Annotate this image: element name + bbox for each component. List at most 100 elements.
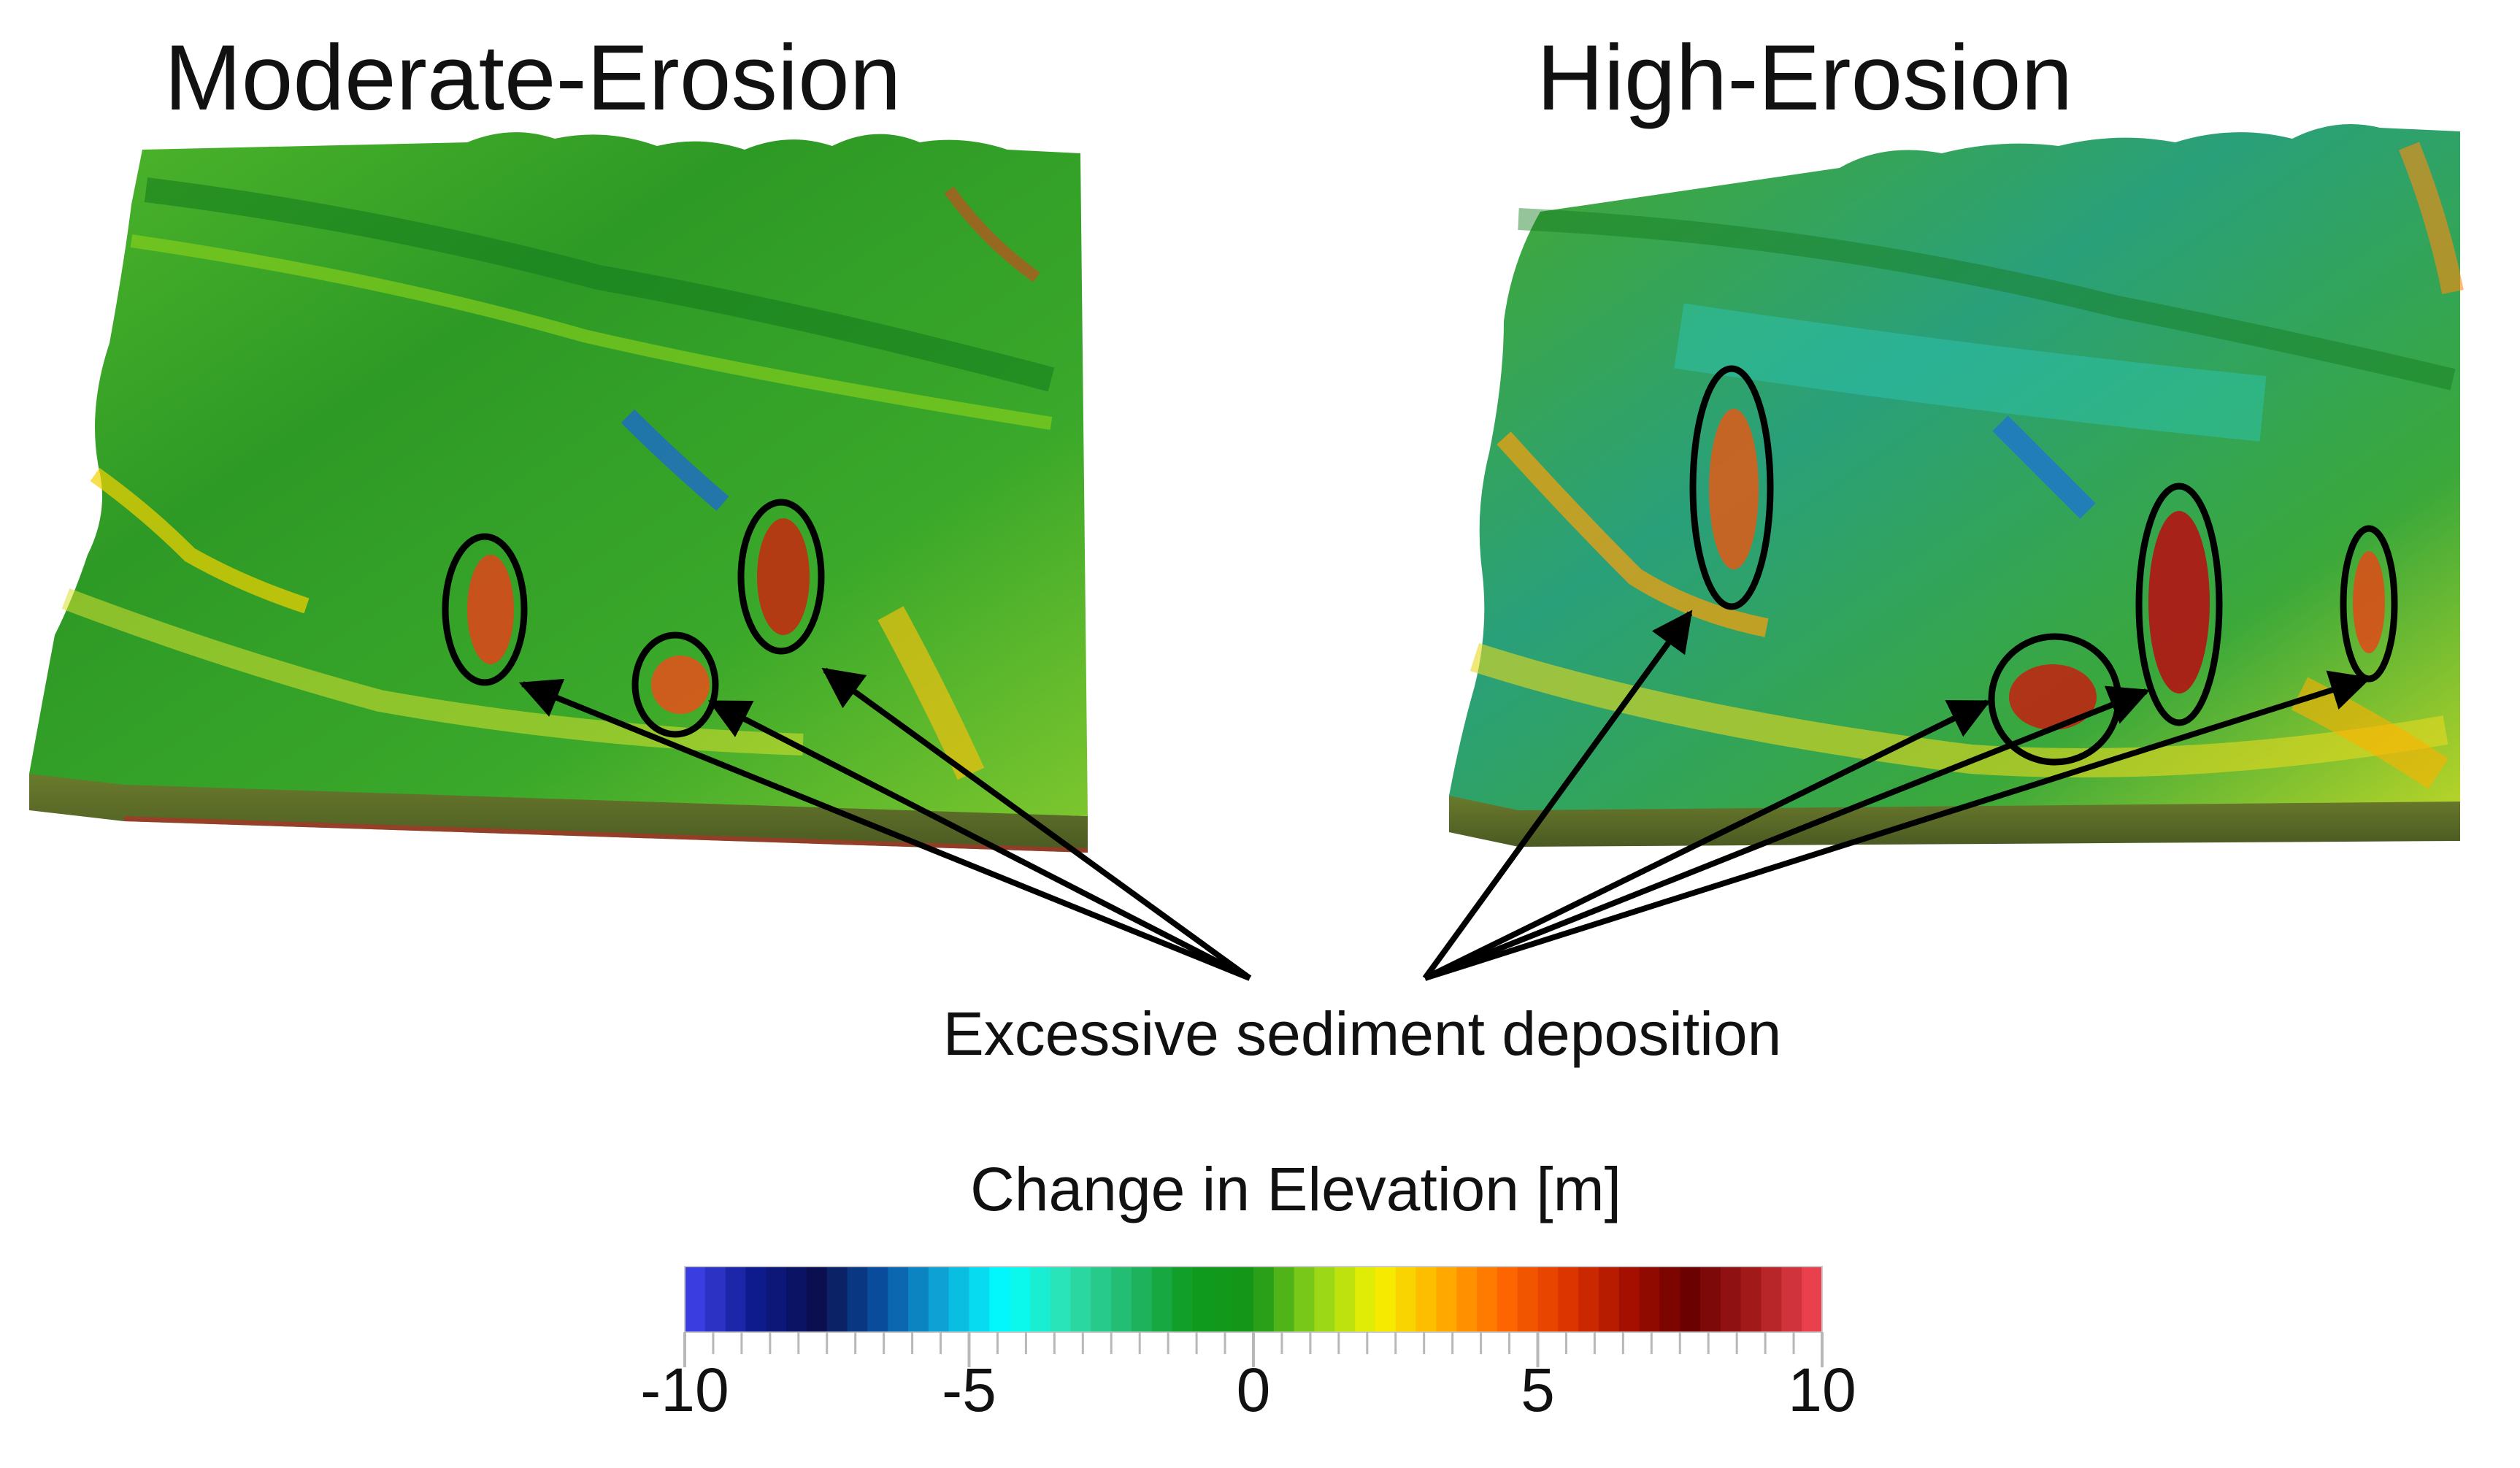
colorbar-swatch	[1497, 1267, 1518, 1332]
colorbar-swatch	[1314, 1267, 1336, 1332]
arrow-to-right-3	[1424, 685, 2151, 981]
terrain-block-bottom-edge-left	[124, 816, 1088, 853]
colorbar-tick-label: -10	[640, 1356, 729, 1424]
deposit-core-right-4	[2353, 551, 2385, 653]
terrain-surface-right	[1449, 124, 2460, 810]
colorbar-swatch	[989, 1267, 1010, 1332]
colorbar-swatch	[1213, 1267, 1234, 1332]
colorbar-title: Change in Elevation [m]	[970, 1155, 1621, 1223]
colorbar-swatch	[948, 1267, 970, 1332]
colorbar-swatch	[1639, 1267, 1661, 1332]
colorbar-swatch	[1233, 1267, 1254, 1332]
deposit-core-right-2	[2009, 664, 2097, 730]
ridge-band-right	[1518, 208, 2456, 391]
colorbar-tick-label: 5	[1521, 1356, 1555, 1424]
deposition-circle-right-1	[1689, 365, 1774, 610]
colorbar-swatch	[786, 1267, 807, 1332]
colorbar-swatch	[1192, 1267, 1214, 1332]
eroded-channel-right	[1992, 415, 2096, 519]
colorbar-swatch	[1578, 1267, 1599, 1332]
colorbar-swatch	[1172, 1267, 1194, 1332]
colorbar-swatch	[1436, 1267, 1458, 1332]
fan-deposit-left	[877, 606, 985, 780]
ridge-highlight-left	[130, 234, 1053, 430]
colorbar-swatch	[1029, 1267, 1051, 1332]
arrow-to-left-1	[518, 678, 1251, 981]
arrow-to-right-1	[1422, 610, 1693, 980]
deposit-core-left-1	[467, 555, 514, 664]
edge-deposit-right	[2399, 142, 2464, 294]
colorbar-swatch	[1802, 1267, 1823, 1332]
deposit-core-right-1	[1709, 409, 1759, 569]
eroded-slope-right	[1674, 303, 2267, 442]
colorbar-swatch	[826, 1267, 848, 1332]
colorbar-swatch	[1680, 1267, 1701, 1332]
colorbar-swatch	[1659, 1267, 1681, 1332]
colorbar-swatch	[1151, 1267, 1173, 1332]
colorbar-swatch	[1355, 1267, 1376, 1332]
arrow-to-right-2	[1424, 699, 1991, 981]
deposition-circle-right-3	[2135, 483, 2223, 726]
colorbar-tick-labels: -10 -5 0 5 10	[640, 1356, 1856, 1424]
colorbar: Change in Elevation [m] -10 -5 0 5 10	[640, 1155, 1856, 1424]
panel-moderate-erosion: Moderate-Erosion	[29, 26, 1088, 853]
colorbar-swatch	[1253, 1267, 1275, 1332]
colorbar-swatch	[1294, 1267, 1315, 1332]
colorbar-swatch	[1375, 1267, 1397, 1332]
colorbar-swatch	[1740, 1267, 1762, 1332]
annotation-label: Excessive sediment deposition	[943, 999, 1782, 1068]
colorbar-swatch	[1477, 1267, 1498, 1332]
colorbar-swatch	[1091, 1267, 1113, 1332]
colorbar-swatch	[1070, 1267, 1092, 1332]
colorbar-swatch	[685, 1267, 706, 1332]
colorbar-swatch	[969, 1267, 991, 1332]
ridge-band-left	[144, 177, 1055, 392]
arrow-to-right-4	[1424, 670, 2372, 981]
deposit-core-right-3	[2148, 511, 2210, 693]
colorbar-swatch	[766, 1267, 787, 1332]
title-high-erosion: High-Erosion	[1537, 26, 2073, 129]
panel-high-erosion: High-Erosion	[1449, 26, 2464, 847]
colorbar-swatch	[1050, 1267, 1072, 1332]
arrow-to-left-2	[708, 699, 1251, 981]
colorbar-tick-label: 0	[1237, 1356, 1271, 1424]
colorbar-swatch	[1111, 1267, 1132, 1332]
eroded-channel-left	[621, 409, 729, 511]
colorbar-swatches	[685, 1267, 1823, 1332]
upper-deposit-left	[944, 186, 1040, 283]
colorbar-swatch	[1415, 1267, 1437, 1332]
colorbar-swatch	[888, 1267, 909, 1332]
colorbar-swatch	[867, 1267, 889, 1332]
colorbar-tick-label: 10	[1788, 1356, 1856, 1424]
colorbar-swatch	[1618, 1267, 1640, 1332]
colorbar-swatch	[847, 1267, 869, 1332]
colorbar-swatch	[908, 1267, 929, 1332]
colorbar-swatch	[1537, 1267, 1559, 1332]
colorbar-swatch	[928, 1267, 950, 1332]
colorbar-swatch	[1781, 1267, 1802, 1332]
colorbar-swatch	[1010, 1267, 1031, 1332]
colorbar-swatch	[1456, 1267, 1478, 1332]
colorbar-swatch	[806, 1267, 828, 1332]
colorbar-swatch	[1558, 1267, 1579, 1332]
colorbar-swatch	[725, 1267, 747, 1332]
arrow-to-left-3	[821, 667, 1252, 981]
colorbar-swatch	[1761, 1267, 1783, 1332]
deposition-circle-left-3	[737, 499, 825, 655]
colorbar-swatch	[1132, 1267, 1153, 1332]
deposit-core-left-2	[651, 656, 710, 714]
colorbar-swatch	[704, 1267, 726, 1332]
colorbar-swatch	[1395, 1267, 1417, 1332]
deposition-circle-left-1	[442, 533, 528, 686]
deposit-core-left-3	[757, 518, 810, 635]
colorbar-swatch	[745, 1267, 767, 1332]
terrain-block-front-face-left	[29, 774, 1088, 853]
colorbar-swatch	[1517, 1267, 1539, 1332]
colorbar-swatch	[1700, 1267, 1721, 1332]
colorbar-swatch	[1720, 1267, 1742, 1332]
fan-deposit-right	[2291, 677, 2448, 789]
annotation-arrows	[518, 610, 2372, 981]
colorbar-swatch	[1334, 1267, 1356, 1332]
valley-band-left	[90, 468, 310, 614]
